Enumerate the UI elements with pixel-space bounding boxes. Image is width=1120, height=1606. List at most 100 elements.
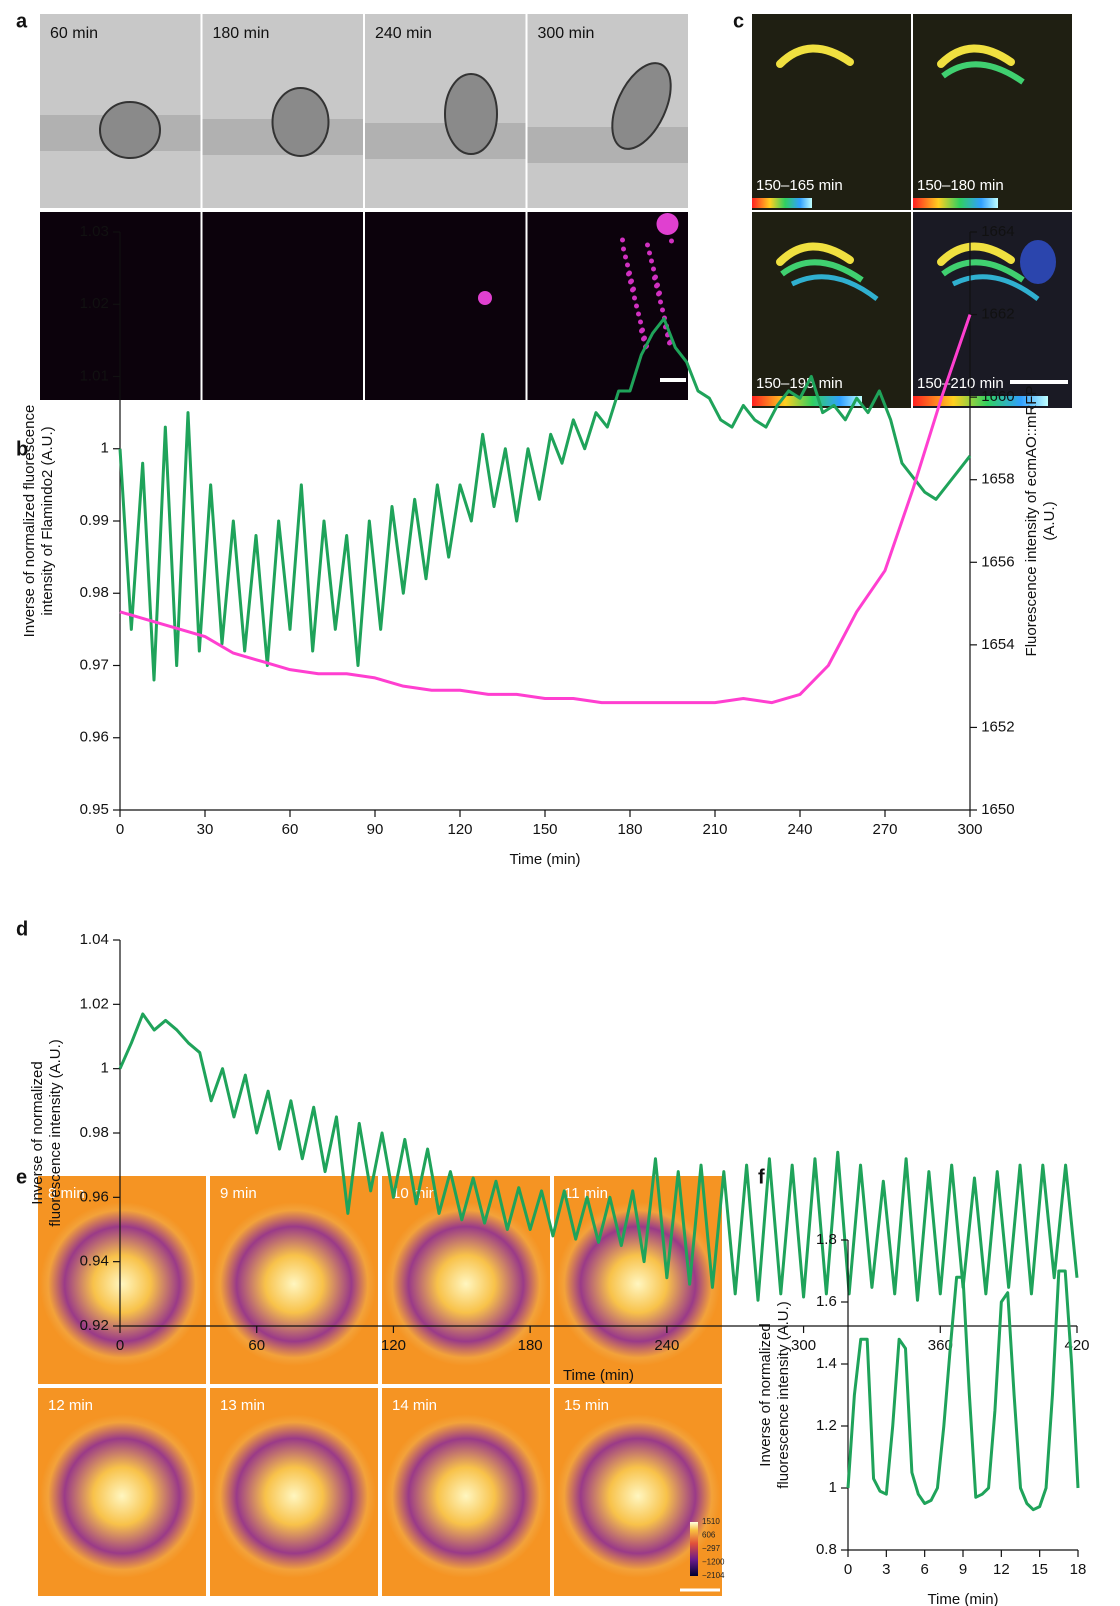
cell xyxy=(99,101,161,159)
panel-letter: a xyxy=(16,10,28,32)
y-axis-title: fluorescence intensity (A.U.) xyxy=(775,1301,792,1489)
y-tick-label: 1.01 xyxy=(80,367,109,384)
fluorescence-dot xyxy=(667,340,672,346)
x-tick-label: 15 xyxy=(1031,1561,1048,1578)
y-axis-title: intensity of Flamindo2 (A.U.) xyxy=(39,426,56,615)
y-tick-label: 0.94 xyxy=(80,1253,109,1270)
y-tick-label: 1662 xyxy=(981,306,1014,323)
color-key xyxy=(752,198,812,208)
trace xyxy=(776,44,854,68)
fluorescence-dot xyxy=(647,250,652,256)
data-line xyxy=(118,1012,1079,1302)
cell xyxy=(611,62,672,150)
trace xyxy=(937,44,1015,68)
trace xyxy=(1020,240,1056,284)
trace xyxy=(941,61,1025,85)
cell xyxy=(271,87,330,157)
y-axis-title: Inverse of normalized xyxy=(29,1061,46,1204)
x-tick-label: 360 xyxy=(928,1337,953,1354)
x-tick-label: 270 xyxy=(872,821,897,838)
colorbar-label: −297 xyxy=(702,1544,721,1553)
x-tick-label: 240 xyxy=(787,821,812,838)
fluorescence-dot xyxy=(623,254,628,260)
y-tick-label: 0.98 xyxy=(80,584,109,601)
y-tick-label: 1652 xyxy=(981,718,1014,735)
x-tick-label: 90 xyxy=(367,821,384,838)
fluorescence-dot xyxy=(660,307,665,313)
x-tick-label: 0 xyxy=(116,821,124,838)
x-tick-label: 18 xyxy=(1070,1561,1087,1578)
y-tick-label: 1 xyxy=(100,1060,108,1077)
stalk xyxy=(527,127,688,163)
x-tick-label: 180 xyxy=(518,1337,543,1354)
colorbar xyxy=(690,1522,698,1576)
x-tick-label: 60 xyxy=(282,821,299,838)
x-tick-label: 6 xyxy=(920,1561,928,1578)
trace xyxy=(941,259,1025,283)
time-color-image xyxy=(752,14,911,210)
cell-field xyxy=(384,1202,548,1366)
cell-field xyxy=(40,1414,204,1578)
y-tick-label: 0.98 xyxy=(80,1124,109,1141)
data-line xyxy=(118,317,972,682)
time-label: 8 min xyxy=(48,1185,85,1202)
window-label: 150–165 min xyxy=(756,177,843,194)
time-label: 13 min xyxy=(220,1397,265,1414)
fluorescence-spot xyxy=(656,213,679,235)
fluorescence-dot xyxy=(669,238,674,244)
cell-field xyxy=(384,1414,548,1578)
cell-field xyxy=(556,1414,720,1578)
trace xyxy=(776,242,854,266)
y-tick-label: 1.04 xyxy=(80,931,109,948)
color-key xyxy=(752,396,862,406)
y-tick-label: 1.03 xyxy=(80,223,109,240)
x-axis-title: Time (min) xyxy=(927,1591,998,1606)
cell xyxy=(444,73,498,155)
window-label: 150–180 min xyxy=(917,177,1004,194)
fluorescence-dot xyxy=(636,311,641,317)
stalk xyxy=(365,123,526,159)
x-tick-label: 420 xyxy=(1064,1337,1089,1354)
fluorescence-image xyxy=(202,212,363,400)
time-label: 11 min xyxy=(564,1185,608,1202)
x-axis-title: Time (min) xyxy=(509,851,580,868)
fluorescence-dot xyxy=(645,242,650,248)
y-tick-label: 1650 xyxy=(981,801,1014,818)
colorbar-label: −2104 xyxy=(702,1571,725,1580)
window-label: 150–210 min xyxy=(917,375,1004,392)
y-axis-title: Inverse of normalized xyxy=(757,1323,774,1466)
fluorescence-dot xyxy=(649,258,654,264)
y-tick-label: 1 xyxy=(100,440,108,457)
time-label: 12 min xyxy=(48,1397,93,1414)
x-tick-label: 120 xyxy=(381,1337,406,1354)
time-label: 15 min xyxy=(564,1397,609,1414)
x-axis-title: Time (min) xyxy=(563,1367,634,1384)
panel-letter: e xyxy=(16,1166,27,1188)
y-tick-label: 0.99 xyxy=(80,512,109,529)
window-label: 150–195 min xyxy=(756,375,843,392)
panel-letter: d xyxy=(16,918,28,940)
fluorescence-dot xyxy=(634,303,639,309)
fluorescence-dot xyxy=(641,336,646,342)
x-tick-label: 0 xyxy=(116,1337,124,1354)
time-color-image xyxy=(913,14,1072,210)
data-line xyxy=(119,314,972,705)
time-label: 14 min xyxy=(392,1397,437,1414)
x-tick-label: 9 xyxy=(959,1561,967,1578)
y-tick-label: 1660 xyxy=(981,388,1014,405)
x-tick-label: 210 xyxy=(702,821,727,838)
x-tick-label: 300 xyxy=(791,1337,816,1354)
time-label: 240 min xyxy=(375,25,432,42)
y2-axis-title: Fluorescence intensity of ecmAO::mRFP xyxy=(1023,386,1040,657)
data-line xyxy=(846,1269,1080,1512)
fluorescence-spot xyxy=(478,291,492,305)
panel-letter: c xyxy=(733,10,744,32)
cell-field xyxy=(212,1202,376,1366)
fluorescence-dot xyxy=(632,295,637,301)
panel-letter: b xyxy=(16,438,28,460)
y-tick-label: 1656 xyxy=(981,553,1014,570)
fluorescence-dot xyxy=(626,271,631,277)
cell-field xyxy=(40,1202,204,1366)
y-tick-label: 1.02 xyxy=(80,295,109,312)
